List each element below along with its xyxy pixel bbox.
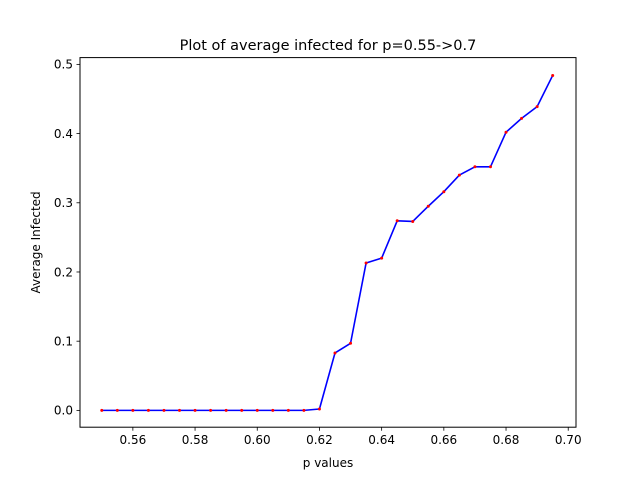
- y-tick-label: 0.1: [54, 334, 73, 348]
- data-point: [162, 408, 166, 412]
- data-point: [473, 165, 477, 169]
- data-point: [131, 408, 135, 412]
- data-point: [457, 173, 461, 177]
- y-tick-label: 0.0: [54, 404, 73, 418]
- data-point: [209, 408, 213, 412]
- chart-title: Plot of average infected for p=0.55->0.7: [180, 38, 477, 54]
- data-point: [317, 407, 321, 411]
- data-point: [302, 408, 306, 412]
- data-point: [364, 261, 368, 265]
- data-point: [535, 105, 539, 109]
- data-point: [255, 408, 259, 412]
- data-point: [426, 204, 430, 208]
- data-point: [520, 116, 524, 120]
- x-tick-label: 0.56: [120, 433, 147, 447]
- plot-area: [100, 73, 555, 412]
- data-point: [442, 190, 446, 194]
- data-point: [551, 73, 555, 77]
- data-point: [115, 408, 119, 412]
- x-tick-label: 0.60: [244, 433, 271, 447]
- data-point: [100, 408, 104, 412]
- x-axis: 0.56 0.58 0.60 0.62 0.64 0.66 0.68 0.70: [120, 427, 582, 447]
- data-point: [224, 408, 228, 412]
- y-axis: 0.0 0.1 0.2 0.3 0.4 0.5: [54, 58, 80, 418]
- x-tick-label: 0.62: [306, 433, 333, 447]
- y-tick-label: 0.4: [54, 127, 73, 141]
- x-tick-label: 0.68: [493, 433, 520, 447]
- x-axis-label: p values: [303, 456, 353, 470]
- data-point: [504, 130, 508, 134]
- data-point: [240, 408, 244, 412]
- data-point: [286, 408, 290, 412]
- data-point: [146, 408, 150, 412]
- x-tick-label: 0.66: [430, 433, 457, 447]
- data-point: [411, 219, 415, 223]
- data-point: [333, 351, 337, 355]
- data-point: [395, 219, 399, 223]
- data-point: [178, 408, 182, 412]
- data-point: [349, 341, 353, 345]
- y-tick-label: 0.2: [54, 265, 73, 279]
- y-tick-label: 0.5: [54, 58, 73, 72]
- x-tick-label: 0.64: [368, 433, 395, 447]
- series-line: [101, 75, 554, 412]
- x-tick-label: 0.70: [555, 433, 582, 447]
- y-axis-label: Average Infected: [29, 191, 43, 293]
- x-tick-label: 0.58: [182, 433, 209, 447]
- data-point: [271, 408, 275, 412]
- data-point: [488, 165, 492, 169]
- data-point: [380, 256, 384, 260]
- axes-frame: [79, 57, 577, 428]
- data-point: [193, 408, 197, 412]
- y-tick-label: 0.3: [54, 196, 73, 210]
